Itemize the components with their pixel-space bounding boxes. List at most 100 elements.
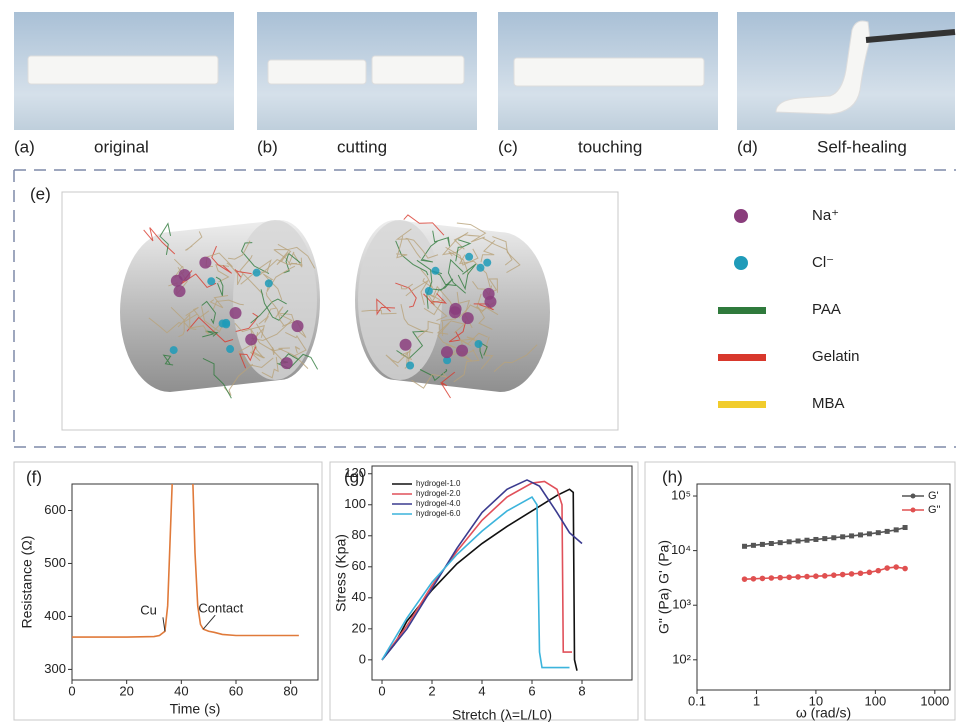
x-tick-label: 6 [528,683,535,698]
ion [226,345,234,353]
legend-swatch [734,209,748,223]
ion [441,346,453,358]
x-tick-label: 0.1 [688,693,706,708]
x-tick-label: 0 [378,683,385,698]
marker [840,572,846,578]
ion [462,312,474,324]
y-tick-label: 40 [352,589,366,604]
photo [14,12,234,130]
marker [875,568,881,574]
x-tick-label: 2 [428,683,435,698]
x-tick-label: 1 [753,693,760,708]
y-tick-label: 400 [44,608,66,623]
x-axis-label: ω (rad/s) [796,705,851,721]
panel-label: (b) [257,137,278,156]
ion [292,320,304,332]
legend-label: PAA [812,301,841,318]
photo [498,12,718,130]
ion [476,264,484,272]
figure: (a)original(b)cutting(c)touching(d)Self-… [0,0,956,722]
marker [796,539,801,544]
x-tick-label: 100 [865,693,887,708]
x-tick-label: 60 [229,683,243,698]
y-tick-label: 120 [344,465,366,480]
ion [425,287,433,295]
marker [795,574,801,580]
ion [265,279,273,287]
y-axis-label: Stress (Kpa) [333,534,349,612]
annotation: Cu [140,603,157,618]
y-tick-label: 10⁴ [671,542,691,557]
x-tick-label: 4 [478,683,485,698]
legend-swatch [718,401,766,408]
ion [431,267,439,275]
caption: original [94,137,149,156]
legend-swatch [718,307,766,314]
marker [831,535,836,540]
ion [253,269,261,277]
ion [465,253,473,261]
y-tick-label: 10⁵ [671,487,691,502]
x-tick-label: 0 [68,683,75,698]
panel-frame [330,462,638,720]
x-tick-label: 1000 [920,693,949,708]
marker [786,574,792,580]
marker [894,527,899,532]
y-tick-label: 600 [44,502,66,517]
marker [742,544,747,549]
marker [893,564,899,570]
marker [849,571,855,577]
legend-label: Cl⁻ [812,254,834,271]
marker [813,573,819,579]
marker [760,542,765,547]
legend-label: hydrogel-1.0 [416,479,461,488]
legend-label: MBA [812,395,845,412]
marker [858,532,863,537]
y-tick-label: 80 [352,527,366,542]
marker [742,576,748,582]
legend-label: Gelatin [812,348,860,365]
ion [170,346,178,354]
y-tick-label: 60 [352,558,366,573]
legend-label: hydrogel-4.0 [416,499,461,508]
marker [822,536,827,541]
y-tick-label: 300 [44,661,66,676]
x-tick-label: 20 [119,683,133,698]
legend-marker [911,508,916,513]
panel-frame [645,462,955,720]
ion [483,259,491,267]
marker [902,566,908,572]
y-tick-label: 500 [44,555,66,570]
marker [813,537,818,542]
marker [831,572,837,578]
marker [884,565,890,571]
marker [804,574,810,580]
marker [760,576,766,582]
marker [769,541,774,546]
marker [903,525,908,530]
x-tick-label: 40 [174,683,188,698]
x-axis-label: Time (s) [170,701,221,717]
ion [245,333,257,345]
marker [751,543,756,548]
marker [778,540,783,545]
ion [406,362,414,370]
marker [787,539,792,544]
ion [475,340,483,348]
x-tick-label: 8 [578,683,585,698]
y-tick-label: 100 [344,496,366,511]
panel-label: (c) [498,137,518,156]
y-tick-label: 10³ [672,597,691,612]
photo [257,12,477,130]
ion [456,345,468,357]
legend-label: hydrogel-2.0 [416,489,461,498]
panel-label: (f) [26,467,42,486]
caption: cutting [337,137,387,156]
caption: touching [578,137,642,156]
legend-swatch [718,354,766,361]
marker [849,533,854,538]
marker [751,576,757,582]
x-tick-label: 80 [283,683,297,698]
ion [400,339,412,351]
marker [777,575,783,581]
